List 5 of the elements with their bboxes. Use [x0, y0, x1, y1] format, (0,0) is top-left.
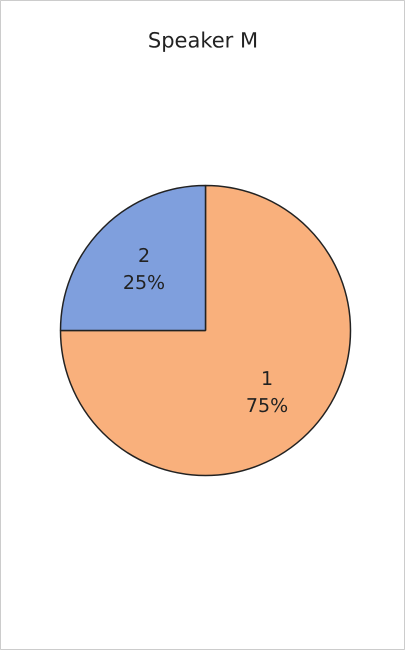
data-label: 25%: [122, 272, 166, 294]
data-label: 75%: [246, 395, 288, 418]
slice-label: 1: [260, 368, 274, 390]
slice-label: 2: [138, 244, 150, 267]
chart-title: Speaker M: [148, 28, 258, 52]
